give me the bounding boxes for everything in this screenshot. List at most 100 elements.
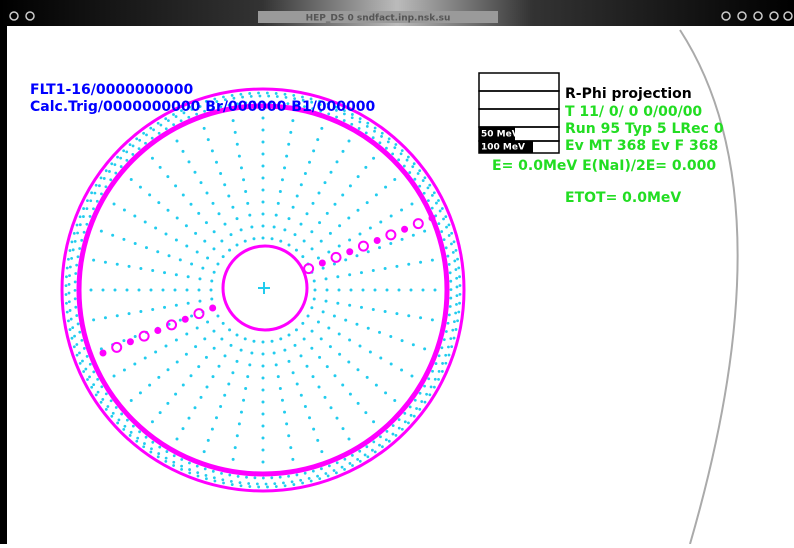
crystal-dot — [265, 91, 269, 95]
outer-arc — [679, 29, 739, 545]
crystal-dot — [368, 350, 372, 354]
crystal-dot — [348, 392, 352, 396]
crystal-dot — [336, 275, 340, 279]
crystal-dot — [161, 288, 165, 292]
crystal-dot — [291, 205, 295, 209]
crystal-dot — [220, 337, 224, 341]
crystal-dot — [82, 347, 86, 350]
crystal-dot — [312, 279, 316, 283]
crystal-dot — [301, 481, 304, 485]
crystal-dot — [167, 254, 171, 258]
crystal-dot — [122, 149, 126, 153]
crystal-dot — [188, 471, 192, 475]
crystal-dot — [65, 310, 69, 314]
crystal-dot — [213, 97, 217, 101]
crystal-dot — [175, 139, 179, 143]
window-button[interactable] — [737, 11, 747, 21]
crystal-dot — [242, 398, 246, 402]
track-hit — [401, 225, 409, 233]
crystal-dot — [337, 332, 341, 336]
crystal-dot — [246, 201, 250, 205]
crystal-dot — [451, 250, 455, 254]
crystal-dot — [458, 301, 461, 305]
crystal-dot — [184, 352, 188, 356]
crystal-dot — [318, 103, 322, 106]
crystal-dot — [67, 319, 70, 323]
crystal-dot — [212, 329, 216, 333]
crystal-dot — [65, 275, 68, 279]
crystal-dot — [452, 336, 456, 340]
crystal-dot — [211, 469, 215, 473]
crystal-dot — [122, 427, 126, 431]
crystal-dot — [455, 294, 459, 298]
window-button[interactable] — [9, 11, 19, 21]
crystal-dot — [82, 215, 85, 218]
crystal-dot — [411, 165, 415, 169]
crystal-dot — [357, 127, 361, 130]
crystal-dot — [166, 208, 170, 212]
crystal-dot — [190, 314, 194, 318]
window-button[interactable] — [721, 11, 731, 21]
crystal-dot — [103, 316, 107, 320]
crystal-dot — [185, 332, 189, 336]
crystal-dot — [365, 201, 369, 205]
crystal-dot — [372, 156, 376, 160]
window-button[interactable] — [769, 11, 779, 21]
track-hit — [209, 304, 217, 312]
crystal-dot — [108, 170, 111, 173]
track-hit — [138, 330, 150, 342]
crystal-dot — [214, 416, 218, 420]
crystal-dot — [400, 149, 404, 153]
crystal-dot — [426, 186, 430, 190]
crystal-dot — [227, 382, 231, 386]
crystal-dot — [349, 288, 353, 292]
crystal-dot — [242, 178, 246, 182]
crystal-dot — [88, 362, 92, 366]
track-hit — [346, 248, 354, 256]
crystal-dot — [359, 305, 363, 309]
crystal-dot — [223, 393, 227, 397]
crystal-dot — [204, 221, 208, 225]
crystal-dot — [261, 128, 265, 132]
crystal-dot — [239, 348, 243, 352]
crystal-dot — [261, 476, 265, 480]
crystal-dot — [305, 212, 309, 216]
crystal-dot — [446, 254, 450, 258]
crystal-dot — [448, 305, 452, 308]
crystal-dot — [283, 348, 287, 352]
crystal-dot — [257, 485, 261, 489]
crystal-dot — [232, 96, 236, 100]
crystal-dot — [393, 146, 397, 150]
crystal-dot — [311, 107, 315, 111]
crystal-dot — [86, 199, 89, 203]
window-button[interactable] — [25, 11, 35, 21]
crystal-dot — [366, 250, 370, 254]
crystal-dot — [210, 279, 214, 283]
crystal-dot — [293, 343, 297, 347]
crystal-dot — [431, 369, 434, 373]
crystal-dot — [454, 311, 458, 315]
crystal-dot — [419, 260, 423, 264]
window-button[interactable] — [753, 11, 763, 21]
crystal-dot — [310, 100, 314, 104]
crystal-dot — [283, 484, 287, 488]
crystal-dot — [380, 131, 384, 135]
crystal-dot — [187, 160, 191, 164]
crystal-dot — [223, 183, 227, 187]
crystal-dot — [335, 160, 339, 164]
crystal-dot — [81, 359, 84, 363]
crystal-dot — [311, 375, 315, 379]
crystal-dot — [378, 141, 382, 145]
window-button[interactable] — [783, 11, 793, 21]
crystal-dot — [166, 119, 170, 123]
crystal-dot — [450, 231, 454, 235]
crystal-dot — [185, 288, 189, 292]
crystal-dot — [138, 430, 141, 434]
crystal-dot — [172, 113, 175, 116]
crystal-dot — [133, 241, 137, 245]
crystal-dot — [189, 202, 193, 206]
crystal-dot — [127, 312, 131, 316]
crystal-dot — [274, 92, 278, 95]
crystal-dot — [68, 328, 72, 331]
crystal-dot — [287, 474, 290, 478]
